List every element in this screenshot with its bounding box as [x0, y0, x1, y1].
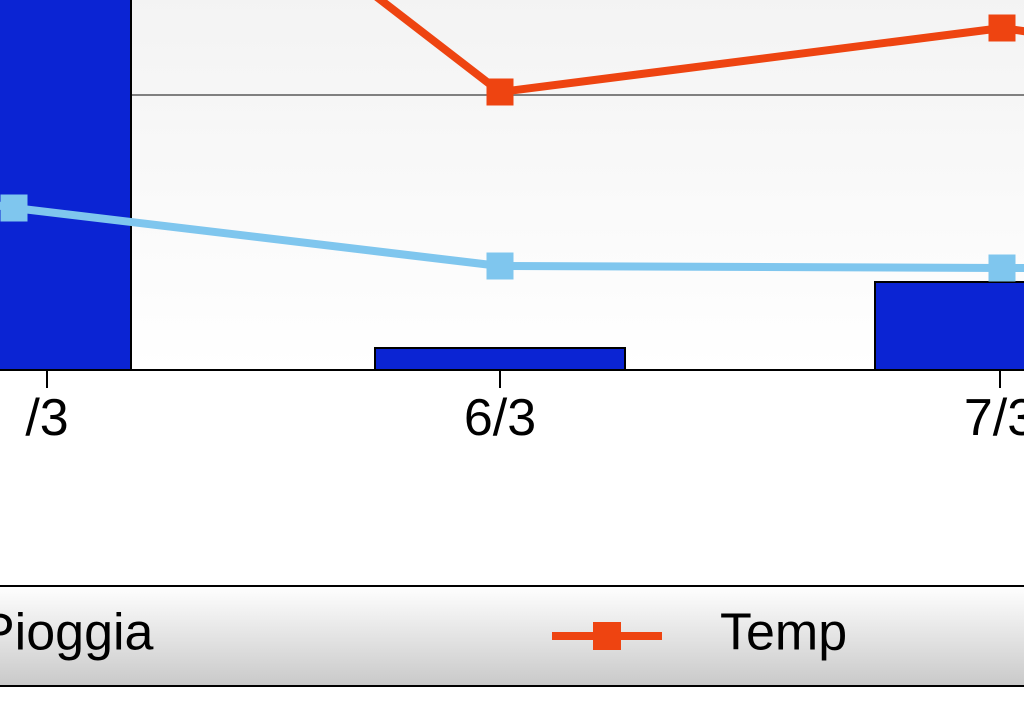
x-tick-label: 6/3 — [464, 389, 536, 447]
series-marker-temp — [989, 15, 1015, 41]
x-tick-label: 7/3 — [964, 389, 1024, 447]
weather-chart-crop: /3 6/3 7/3 Pioggia Temp — [0, 0, 1024, 712]
series-marker-temp_min — [989, 255, 1015, 281]
series-marker-temp — [487, 79, 513, 105]
bar-pioggia — [875, 282, 1024, 370]
legend-background — [0, 586, 1024, 686]
legend-label: Pioggia — [0, 604, 154, 662]
plot-background — [0, 0, 1024, 370]
x-tick-label: /3 — [25, 389, 68, 447]
legend: Pioggia Temp — [0, 586, 1024, 686]
bar-pioggia — [375, 348, 625, 370]
series-marker-temp_min — [1, 195, 27, 221]
chart-svg: /3 6/3 7/3 Pioggia Temp — [0, 0, 1024, 712]
legend-swatch-marker — [593, 622, 621, 650]
legend-label: Temp — [720, 604, 847, 662]
series-marker-temp_min — [487, 253, 513, 279]
bar-pioggia — [0, 0, 131, 370]
